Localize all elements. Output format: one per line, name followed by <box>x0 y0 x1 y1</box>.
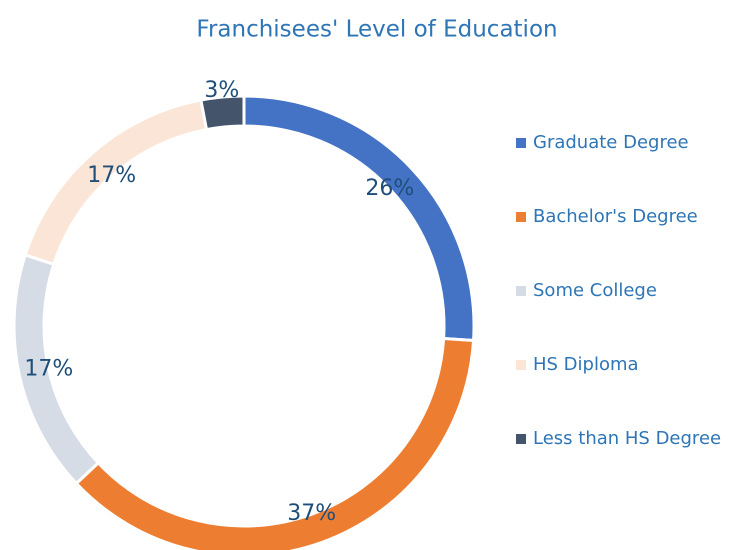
legend-label: Some College <box>533 280 657 301</box>
legend-label: HS Diploma <box>533 354 639 375</box>
legend-label: Graduate Degree <box>533 132 689 153</box>
legend-swatch <box>516 286 526 296</box>
legend-swatch <box>516 212 526 222</box>
data-label: 37% <box>287 501 336 526</box>
donut-slice <box>199 94 246 132</box>
legend-label: Bachelor's Degree <box>533 206 698 227</box>
legend-label: Less than HS Degree <box>533 428 721 449</box>
legend-swatch <box>516 138 526 148</box>
chart-title: Franchisees' Level of Education <box>196 17 557 43</box>
legend-swatch <box>516 360 526 370</box>
data-label: 17% <box>87 163 136 188</box>
data-label: 26% <box>365 176 414 201</box>
donut-slice <box>74 336 476 550</box>
data-label: 3% <box>204 78 239 103</box>
data-label: 17% <box>24 357 73 382</box>
donut-slice <box>242 94 476 343</box>
legend-swatch <box>516 434 526 444</box>
